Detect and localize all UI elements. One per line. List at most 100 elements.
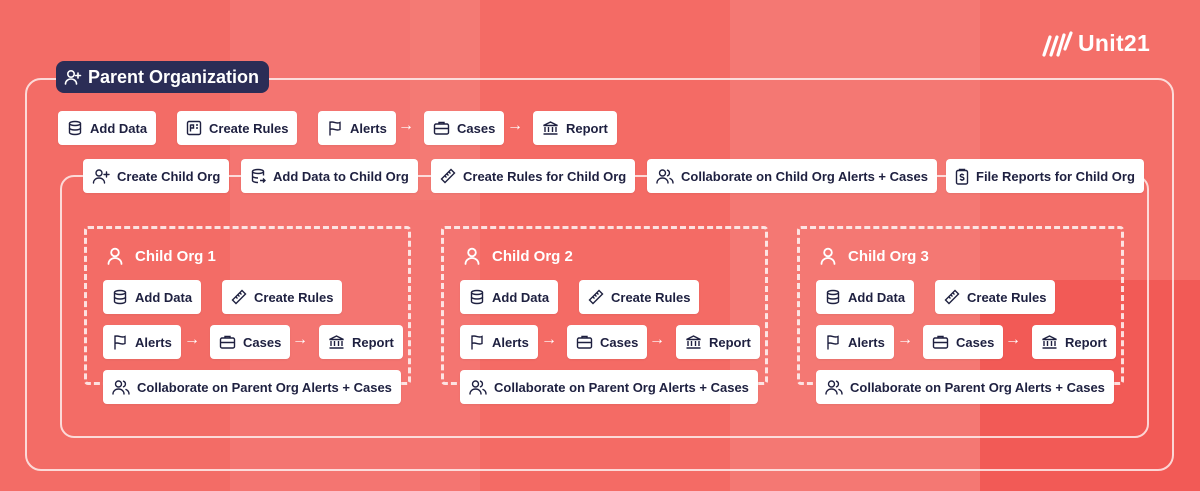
arrow-icon: → — [398, 117, 414, 134]
parent-org-frame — [25, 78, 1174, 471]
database-icon — [826, 289, 840, 305]
pill-label: Create Child Org — [117, 168, 221, 184]
child-create-rules-button[interactable]: Create Rules — [222, 280, 343, 314]
arrow-icon: → — [541, 331, 557, 348]
users-icon — [825, 380, 843, 395]
user-icon — [107, 247, 123, 265]
pill-label: Alerts — [135, 334, 172, 350]
child-add-data-button[interactable]: Add Data — [816, 280, 915, 314]
pill-label: Cases — [600, 334, 639, 350]
clipboard-dollar-icon — [955, 168, 969, 185]
user-plus-icon — [92, 169, 110, 184]
rules-icon — [186, 120, 202, 136]
users-icon — [469, 380, 487, 395]
create-rules-for-child-org-button[interactable]: Create Rules for Child Org — [431, 159, 636, 193]
flag-icon — [114, 335, 126, 350]
background-tile — [730, 0, 980, 491]
ruler-icon — [588, 289, 604, 305]
pill-label: Collaborate on Parent Org Alerts + Cases — [494, 379, 749, 395]
pill-label: Report — [352, 334, 394, 350]
database-icon — [470, 289, 484, 305]
child-cases-button[interactable]: Cases — [923, 325, 1004, 359]
arrow-icon: → — [292, 331, 308, 348]
child-add-data-button[interactable]: Add Data — [460, 280, 559, 314]
briefcase-icon — [576, 335, 593, 349]
pill-label: Report — [709, 334, 751, 350]
pill-label: Report — [566, 120, 608, 136]
bank-icon — [329, 335, 344, 349]
child-alerts-button[interactable]: Alerts — [816, 325, 894, 359]
arrow-icon: → — [897, 331, 913, 348]
parent-organization-badge: Parent Organization — [56, 61, 270, 93]
background-tile — [980, 0, 1200, 280]
database-icon — [68, 120, 82, 136]
unit21-slash-icon — [1042, 30, 1073, 57]
user-plus-icon — [64, 69, 82, 85]
create-child-org-button[interactable]: Create Child Org — [83, 159, 230, 193]
child-alerts-button[interactable]: Alerts — [103, 325, 181, 359]
child-alerts-button[interactable]: Alerts — [460, 325, 538, 359]
parent-alerts-button[interactable]: Alerts — [318, 111, 396, 145]
arrow-icon: → — [649, 331, 665, 348]
user-icon — [464, 247, 480, 265]
arrow-icon: → — [184, 331, 200, 348]
child-report-button[interactable]: Report — [676, 325, 760, 359]
arrow-icon: → — [507, 117, 523, 134]
flag-icon — [471, 335, 483, 350]
child-add-data-button[interactable]: Add Data — [103, 280, 202, 314]
bank-icon — [1042, 335, 1057, 349]
pill-label: Add Data — [90, 120, 148, 136]
flag-icon — [827, 335, 839, 350]
ruler-icon — [231, 289, 247, 305]
database-arrow-icon — [251, 168, 266, 184]
ruler-icon — [944, 289, 960, 305]
bank-icon — [543, 121, 558, 135]
unit21-logo: Unit21 — [1040, 30, 1150, 57]
pill-label: Create Rules for Child Org — [463, 168, 627, 184]
user-icon — [820, 247, 836, 265]
child-create-rules-button[interactable]: Create Rules — [579, 280, 700, 314]
pill-label: Alerts — [492, 334, 529, 350]
pill-label: Report — [1065, 334, 1107, 350]
child-collaborate-button[interactable]: Collaborate on Parent Org Alerts + Cases — [816, 370, 1114, 404]
briefcase-icon — [219, 335, 236, 349]
child-collaborate-button[interactable]: Collaborate on Parent Org Alerts + Cases — [103, 370, 401, 404]
pill-label: Cases — [956, 334, 995, 350]
child-cases-button[interactable]: Cases — [210, 325, 291, 359]
pill-label: Create Rules — [254, 289, 334, 305]
child-org-title: Child Org 3 — [848, 247, 929, 265]
briefcase-icon — [932, 335, 949, 349]
child-report-button[interactable]: Report — [319, 325, 403, 359]
parent-cases-button[interactable]: Cases — [424, 111, 505, 145]
child-org-title: Child Org 1 — [135, 247, 216, 265]
child-collaborate-button[interactable]: Collaborate on Parent Org Alerts + Cases — [460, 370, 758, 404]
pill-label: Alerts — [350, 120, 387, 136]
pill-label: Collaborate on Child Org Alerts + Cases — [681, 168, 928, 184]
child-create-rules-button[interactable]: Create Rules — [935, 280, 1056, 314]
pill-label: Add Data to Child Org — [273, 168, 409, 184]
parent-create-rules-button[interactable]: Create Rules — [177, 111, 298, 145]
pill-label: Collaborate on Parent Org Alerts + Cases — [137, 379, 392, 395]
child-org-title: Child Org 2 — [492, 247, 573, 265]
parent-report-button[interactable]: Report — [533, 111, 617, 145]
users-icon — [656, 169, 674, 184]
database-icon — [113, 289, 127, 305]
bank-icon — [686, 335, 701, 349]
child-cases-button[interactable]: Cases — [567, 325, 648, 359]
child-org-heading: Child Org 3 — [820, 247, 929, 265]
users-icon — [112, 380, 130, 395]
logo-text: Unit21 — [1078, 30, 1151, 56]
pill-label: Add Data — [848, 289, 906, 305]
add-data-to-child-org-button[interactable]: Add Data to Child Org — [241, 159, 418, 193]
parent-add-data-button[interactable]: Add Data — [58, 111, 157, 145]
pill-label: Create Rules — [209, 120, 289, 136]
pill-label: Add Data — [492, 289, 550, 305]
parent-organization-title: Parent Organization — [88, 66, 260, 87]
child-report-button[interactable]: Report — [1032, 325, 1116, 359]
pill-label: Create Rules — [967, 289, 1047, 305]
collaborate-on-child-org-button[interactable]: Collaborate on Child Org Alerts + Cases — [647, 159, 937, 193]
flag-icon — [329, 121, 341, 136]
file-reports-for-child-org-button[interactable]: File Reports for Child Org — [946, 159, 1144, 193]
briefcase-icon — [433, 121, 450, 135]
background-tile — [480, 0, 730, 491]
